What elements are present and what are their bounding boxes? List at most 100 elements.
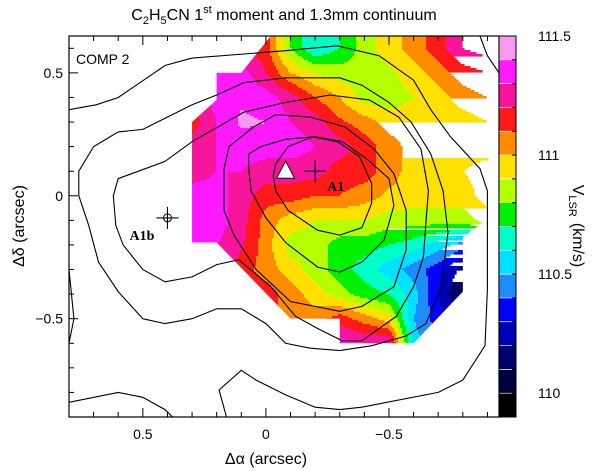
map-cell xyxy=(382,272,407,275)
map-cell xyxy=(344,326,379,329)
map-cell xyxy=(458,294,487,297)
map-cell xyxy=(376,48,403,51)
map-cell xyxy=(192,216,229,219)
map-cell xyxy=(442,260,457,263)
map-cell xyxy=(194,104,211,107)
map-cell xyxy=(192,38,217,41)
map-cell xyxy=(392,362,397,365)
map-cell xyxy=(422,354,439,357)
map-cell xyxy=(242,304,279,307)
map-cell xyxy=(278,222,313,225)
map-cell xyxy=(382,264,411,267)
map-cell xyxy=(290,72,317,75)
map-cell xyxy=(192,300,243,303)
map-cell xyxy=(366,306,393,309)
map-cell xyxy=(192,118,201,121)
map-cell xyxy=(368,218,475,221)
map-cell xyxy=(192,92,209,95)
map-cell xyxy=(336,94,357,97)
map-cell xyxy=(396,282,415,285)
map-cell xyxy=(390,322,395,325)
map-cell xyxy=(372,286,401,289)
map-cell xyxy=(314,144,351,147)
map-cell xyxy=(408,394,413,397)
map-cell xyxy=(278,84,297,87)
map-cell xyxy=(298,96,315,99)
map-cell xyxy=(278,314,339,317)
cross-marker-icon xyxy=(156,206,179,229)
map-cell xyxy=(192,296,243,299)
map-cell xyxy=(402,268,427,271)
map-cell xyxy=(358,320,385,323)
map-cell xyxy=(352,108,389,111)
map-cell xyxy=(192,166,217,169)
map-cell xyxy=(398,396,403,399)
map-cell xyxy=(398,402,403,405)
map-cell xyxy=(192,230,225,233)
map-cell xyxy=(352,268,379,271)
map-cell xyxy=(436,82,461,85)
map-cell xyxy=(242,314,279,317)
map-cell xyxy=(404,338,409,341)
map-cell xyxy=(418,294,429,297)
map-cell xyxy=(440,286,451,289)
map-cell xyxy=(320,86,351,89)
map-cell xyxy=(290,234,371,237)
map-cell xyxy=(418,292,429,295)
map-cell xyxy=(412,382,423,385)
map-cell xyxy=(424,70,449,73)
map-cell xyxy=(390,314,397,317)
continuum-contour xyxy=(69,391,173,417)
map-cell xyxy=(192,172,215,175)
map-cell xyxy=(442,64,465,67)
map-cell xyxy=(298,128,331,131)
map-cell xyxy=(396,390,399,393)
map-cell xyxy=(356,330,391,333)
map-cell xyxy=(422,366,439,369)
map-cell xyxy=(408,392,413,395)
map-cell xyxy=(388,394,393,397)
map-cell xyxy=(208,74,251,77)
map-cell xyxy=(270,92,293,95)
map-cell xyxy=(284,50,295,53)
map-cell xyxy=(312,142,349,145)
map-cell xyxy=(394,336,397,339)
map-cell xyxy=(356,262,387,265)
map-cell xyxy=(376,154,403,157)
map-cell xyxy=(388,386,393,389)
map-cell xyxy=(372,316,391,319)
map-cell xyxy=(392,388,397,391)
map-cell xyxy=(208,90,269,93)
map-cell xyxy=(398,256,427,259)
map-cell xyxy=(276,228,303,231)
map-cell xyxy=(208,78,255,81)
map-cell xyxy=(354,92,411,95)
map-cell xyxy=(396,344,399,347)
map-cell xyxy=(348,142,375,145)
chart-title: C2H5CN 1st moment and 1.3mm continuum xyxy=(131,4,436,27)
map-cell xyxy=(406,328,411,331)
map-cell xyxy=(406,342,409,344)
map-cell xyxy=(394,340,399,343)
map-cell xyxy=(312,222,489,225)
map-cell xyxy=(420,338,437,341)
map-cell xyxy=(408,54,433,57)
map-cell xyxy=(274,204,361,207)
map-cell xyxy=(330,294,355,297)
map-cell xyxy=(228,174,323,177)
map-cell xyxy=(410,92,447,95)
map-cell xyxy=(228,220,249,223)
map-cell xyxy=(418,260,443,263)
map-cell xyxy=(284,48,293,51)
map-cell xyxy=(422,402,439,405)
map-cell xyxy=(430,310,443,313)
map-cell xyxy=(302,102,323,105)
map-cell xyxy=(212,68,247,71)
map-cell xyxy=(192,148,217,151)
map-cell xyxy=(180,356,389,359)
map-cell xyxy=(328,264,355,267)
map-cell xyxy=(396,336,401,339)
map-cell xyxy=(402,162,477,165)
map-cell xyxy=(402,352,407,355)
map-cell xyxy=(194,182,229,185)
